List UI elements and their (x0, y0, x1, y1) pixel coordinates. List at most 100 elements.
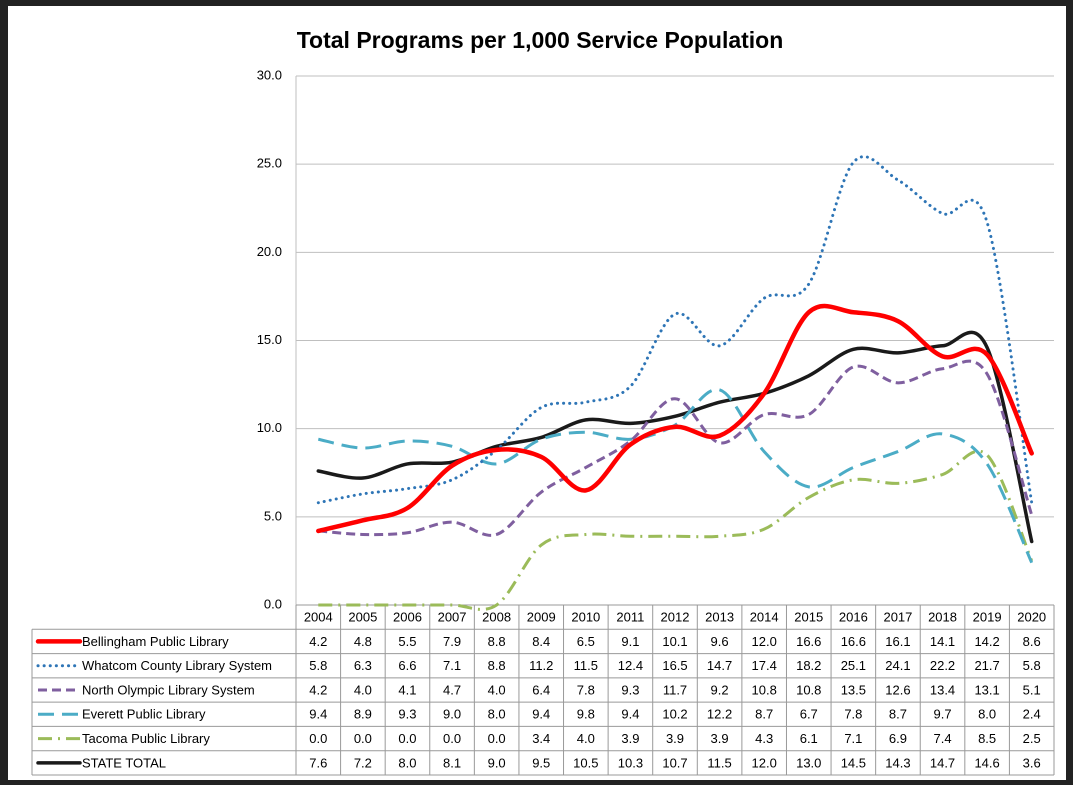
x-tick-label: 2007 (438, 610, 467, 625)
table-value: 8.6 (1023, 634, 1041, 649)
x-tick-label: 2012 (661, 610, 690, 625)
chart-title: Total Programs per 1,000 Service Populat… (297, 27, 784, 53)
table-value: 21.7 (974, 658, 999, 673)
table-value: 17.4 (752, 658, 777, 673)
table-value: 6.6 (398, 658, 416, 673)
table-value: 2.4 (1023, 707, 1041, 722)
table-value: 8.0 (488, 707, 506, 722)
table-value: 3.4 (532, 731, 550, 746)
table-value: 12.0 (752, 755, 777, 770)
table-value: 8.9 (354, 707, 372, 722)
table-value: 14.7 (707, 658, 732, 673)
table-value: 9.0 (443, 707, 461, 722)
table-value: 10.5 (573, 755, 598, 770)
x-tick-label: 2019 (973, 610, 1002, 625)
series-line (318, 449, 1034, 611)
table-value: 13.4 (930, 682, 955, 697)
x-tick-label: 2006 (393, 610, 422, 625)
table-value: 6.1 (800, 731, 818, 746)
table-value: 6.7 (800, 707, 818, 722)
table-value: 7.9 (443, 634, 461, 649)
table-value: 11.5 (707, 755, 731, 770)
table-value: 9.4 (621, 707, 639, 722)
table-value: 13.1 (974, 682, 999, 697)
table-value: 7.2 (354, 755, 372, 770)
table-value: 9.3 (621, 682, 639, 697)
table-value: 8.7 (889, 707, 907, 722)
table-value: 4.8 (354, 634, 372, 649)
table-value: 5.5 (398, 634, 416, 649)
table-value: 8.0 (978, 707, 996, 722)
y-tick-label: 30.0 (257, 67, 282, 82)
table-value: 9.1 (621, 634, 639, 649)
y-tick-label: 0.0 (264, 596, 282, 611)
table-value: 4.0 (354, 682, 372, 697)
series-line (317, 388, 1034, 564)
table-value: 14.3 (885, 755, 910, 770)
table-value: 3.9 (711, 731, 729, 746)
legend-label: Bellingham Public Library (82, 634, 229, 649)
table-value: 7.6 (309, 755, 327, 770)
table-value: 10.2 (662, 707, 687, 722)
table-value: 22.2 (930, 658, 955, 673)
table-value: 4.0 (577, 731, 595, 746)
legend-label: STATE TOTAL (82, 755, 166, 770)
table-value: 7.4 (933, 731, 951, 746)
legend-label: Tacoma Public Library (82, 731, 210, 746)
table-value: 9.3 (398, 707, 416, 722)
table-value: 25.1 (841, 658, 866, 673)
table-value: 5.1 (1023, 682, 1041, 697)
table-value: 6.3 (354, 658, 372, 673)
table-value: 13.5 (841, 682, 866, 697)
series-line (316, 330, 1034, 544)
table-value: 11.7 (663, 682, 687, 697)
table-value: 9.4 (532, 707, 550, 722)
table-value: 10.3 (618, 755, 643, 770)
chart-area (8, 6, 1066, 780)
table-value: 7.1 (844, 731, 862, 746)
table-value: 0.0 (354, 731, 372, 746)
table-value: 0.0 (488, 731, 506, 746)
x-tick-label: 2009 (527, 610, 556, 625)
table-value: 8.7 (755, 707, 773, 722)
table-value: 16.6 (841, 634, 866, 649)
table-value: 4.2 (309, 634, 327, 649)
table-value: 9.8 (577, 707, 595, 722)
table-value: 13.0 (796, 755, 821, 770)
x-tick-label: 2005 (348, 610, 377, 625)
table-value: 7.1 (443, 658, 461, 673)
y-tick-label: 25.0 (257, 156, 282, 171)
table-value: 14.1 (930, 634, 955, 649)
table-value: 6.9 (889, 731, 907, 746)
table-value: 11.5 (574, 658, 598, 673)
table-value: 9.2 (711, 682, 729, 697)
table-value: 3.9 (666, 731, 684, 746)
series-line (316, 155, 1034, 505)
table-value: 0.0 (309, 731, 327, 746)
table-value: 9.6 (711, 634, 729, 649)
table-value: 8.8 (488, 658, 506, 673)
table-value: 4.7 (443, 682, 461, 697)
x-tick-label: 2018 (928, 610, 957, 625)
table-value: 8.5 (978, 731, 996, 746)
x-tick-label: 2004 (304, 610, 333, 625)
table-value: 6.5 (577, 634, 595, 649)
x-tick-label: 2010 (571, 610, 600, 625)
y-tick-label: 10.0 (257, 420, 282, 435)
y-tick-label: 15.0 (257, 332, 282, 347)
table-value: 0.0 (398, 731, 416, 746)
table-value: 12.4 (618, 658, 643, 673)
table-value: 16.1 (885, 634, 910, 649)
x-tick-label: 2017 (883, 610, 912, 625)
table-value: 14.7 (930, 755, 955, 770)
table-value: 9.4 (309, 707, 327, 722)
table-value: 11.2 (529, 658, 553, 673)
table-value: 10.8 (752, 682, 777, 697)
x-tick-label: 2020 (1017, 610, 1046, 625)
table-value: 9.5 (532, 755, 550, 770)
table-value: 9.7 (933, 707, 951, 722)
y-tick-label: 5.0 (264, 508, 282, 523)
table-value: 9.0 (488, 755, 506, 770)
table-value: 3.9 (621, 731, 639, 746)
legend-label: Whatcom County Library System (82, 658, 272, 673)
